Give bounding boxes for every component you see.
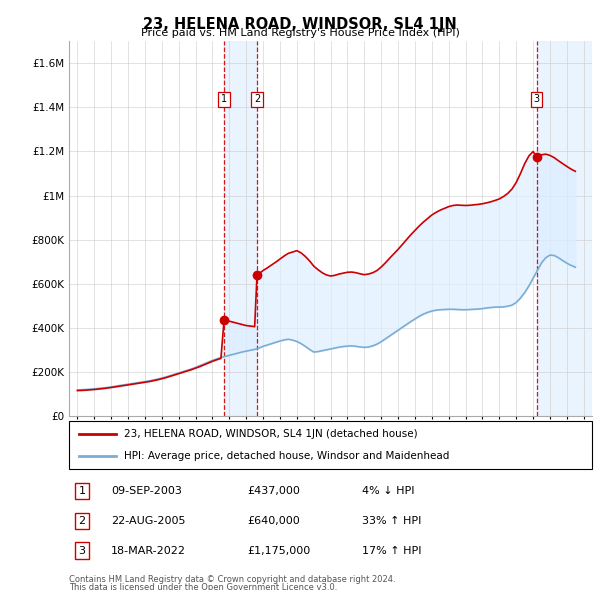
Bar xyxy=(536,41,592,416)
Text: 3: 3 xyxy=(79,546,86,556)
Bar xyxy=(224,41,257,416)
Text: HPI: Average price, detached house, Windsor and Maidenhead: HPI: Average price, detached house, Wind… xyxy=(124,451,449,461)
Text: Contains HM Land Registry data © Crown copyright and database right 2024.: Contains HM Land Registry data © Crown c… xyxy=(69,575,395,584)
Text: 2: 2 xyxy=(254,94,260,104)
Text: 3: 3 xyxy=(533,94,540,104)
Text: 18-MAR-2022: 18-MAR-2022 xyxy=(111,546,186,556)
Text: 33% ↑ HPI: 33% ↑ HPI xyxy=(362,516,421,526)
Text: 23, HELENA ROAD, WINDSOR, SL4 1JN (detached house): 23, HELENA ROAD, WINDSOR, SL4 1JN (detac… xyxy=(124,429,418,439)
Text: 23, HELENA ROAD, WINDSOR, SL4 1JN: 23, HELENA ROAD, WINDSOR, SL4 1JN xyxy=(143,17,457,31)
Text: £437,000: £437,000 xyxy=(247,486,300,496)
Text: 2: 2 xyxy=(79,516,86,526)
Text: This data is licensed under the Open Government Licence v3.0.: This data is licensed under the Open Gov… xyxy=(69,583,337,590)
Text: 22-AUG-2005: 22-AUG-2005 xyxy=(111,516,185,526)
Text: Price paid vs. HM Land Registry's House Price Index (HPI): Price paid vs. HM Land Registry's House … xyxy=(140,28,460,38)
Text: 1: 1 xyxy=(221,94,227,104)
Text: £1,175,000: £1,175,000 xyxy=(247,546,310,556)
Text: 1: 1 xyxy=(79,486,86,496)
Text: 17% ↑ HPI: 17% ↑ HPI xyxy=(362,546,421,556)
Text: £640,000: £640,000 xyxy=(247,516,299,526)
Text: 09-SEP-2003: 09-SEP-2003 xyxy=(111,486,182,496)
FancyBboxPatch shape xyxy=(69,421,592,469)
Text: 4% ↓ HPI: 4% ↓ HPI xyxy=(362,486,415,496)
